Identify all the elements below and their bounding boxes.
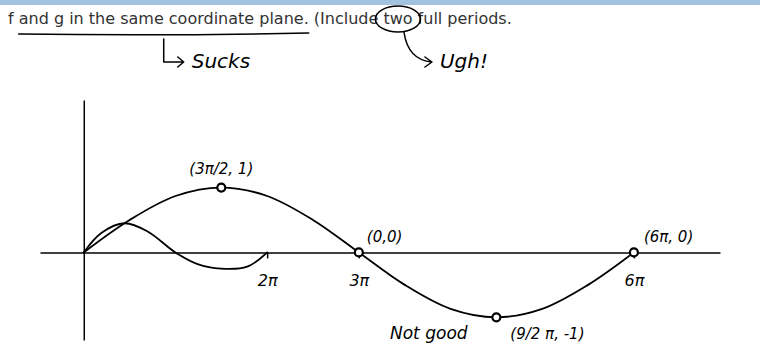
y-axis (84, 101, 85, 341)
header-band (0, 0, 760, 5)
x-axis-line (41, 252, 721, 254)
point-marker (630, 248, 638, 256)
annotation: Not good (390, 323, 468, 343)
title: f and g in the same coordinate plane. (I… (8, 9, 512, 28)
annotations: Sucks Ugh! Not good (3π/2, 1) (0,0) (9/2 π, -… (189, 49, 693, 343)
circle-mark (375, 6, 420, 32)
series-line (84, 188, 634, 318)
annotation: Sucks (192, 49, 250, 73)
annotation: (9/2 π, -1) (510, 325, 584, 343)
annotation: (0,0) (367, 228, 403, 246)
series-line (84, 223, 267, 269)
arrow (404, 32, 432, 67)
marks (84, 184, 638, 322)
y-axis-line (84, 101, 86, 341)
point-marker (355, 248, 363, 256)
chart-container: f and g in the same coordinate plane. (I… (0, 0, 760, 351)
arrow (164, 39, 184, 67)
x-tick-label: 6π (624, 271, 644, 290)
background (0, 0, 760, 351)
annotation: (3π/2, 1) (189, 160, 253, 178)
annotation: (6π, 0) (644, 228, 693, 246)
annotation: Ugh! (440, 49, 488, 73)
underline (19, 33, 309, 35)
x-axis: 2π 3π 6π (41, 252, 721, 289)
x-tick-label: 2π (258, 271, 278, 290)
point-marker (492, 313, 500, 321)
chart-svg: f and g in the same coordinate plane. (I… (0, 0, 760, 351)
point-marker (217, 184, 225, 192)
x-tick-label: 3π (349, 271, 369, 290)
